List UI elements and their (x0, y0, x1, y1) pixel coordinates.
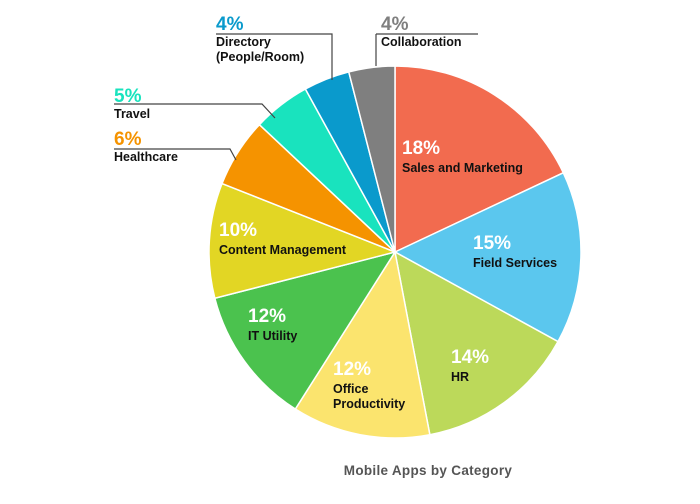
category-label-hr: HR (451, 370, 469, 384)
pct-label-content-management: 10% (219, 220, 257, 241)
slice-content-management (208, 182, 398, 300)
pct-label-field-services: 15% (473, 233, 511, 254)
slice-office-productivity (294, 249, 431, 439)
leader-lines (114, 33, 478, 161)
slice-field-services (393, 171, 582, 343)
pct-label-directory-people-room: 4% (216, 14, 244, 35)
category-label-directory-people-room: (People/Room) (216, 50, 304, 64)
category-label-sales-and-marketing: Sales and Marketing (402, 161, 523, 175)
chart-title: Mobile Apps by Category (344, 463, 513, 478)
slice-hr (393, 250, 560, 436)
leader-line-healthcare (114, 148, 237, 161)
category-label-travel: Travel (114, 107, 150, 121)
category-label-directory-people-room: Directory (216, 35, 271, 49)
leader-line-collaboration (375, 33, 478, 66)
category-label-office-productivity: Office (333, 382, 368, 396)
pct-label-office-productivity: 12% (333, 359, 371, 380)
category-label-content-management: Content Management (219, 243, 347, 257)
pie-slices (208, 65, 582, 439)
leader-line-directory-people-room (216, 33, 333, 80)
pct-label-it-utility: 12% (248, 306, 286, 327)
category-label-collaboration: Collaboration (381, 35, 462, 49)
pct-label-healthcare: 6% (114, 129, 142, 150)
category-label-field-services: Field Services (473, 256, 557, 270)
category-label-healthcare: Healthcare (114, 150, 178, 164)
category-label-it-utility: IT Utility (248, 329, 297, 343)
slice-it-utility (213, 250, 397, 411)
pct-label-collaboration: 4% (381, 14, 409, 35)
pct-label-travel: 5% (114, 86, 142, 107)
slice-collaboration (347, 65, 396, 253)
pct-label-sales-and-marketing: 18% (402, 138, 440, 159)
leader-line-travel (114, 103, 276, 119)
slice-sales-and-marketing (394, 65, 565, 254)
slice-labels: 18% Sales and Marketing 15% Field Services 1… (114, 14, 557, 411)
pct-label-hr: 14% (451, 347, 489, 368)
category-label-office-productivity: Productivity (333, 397, 405, 411)
